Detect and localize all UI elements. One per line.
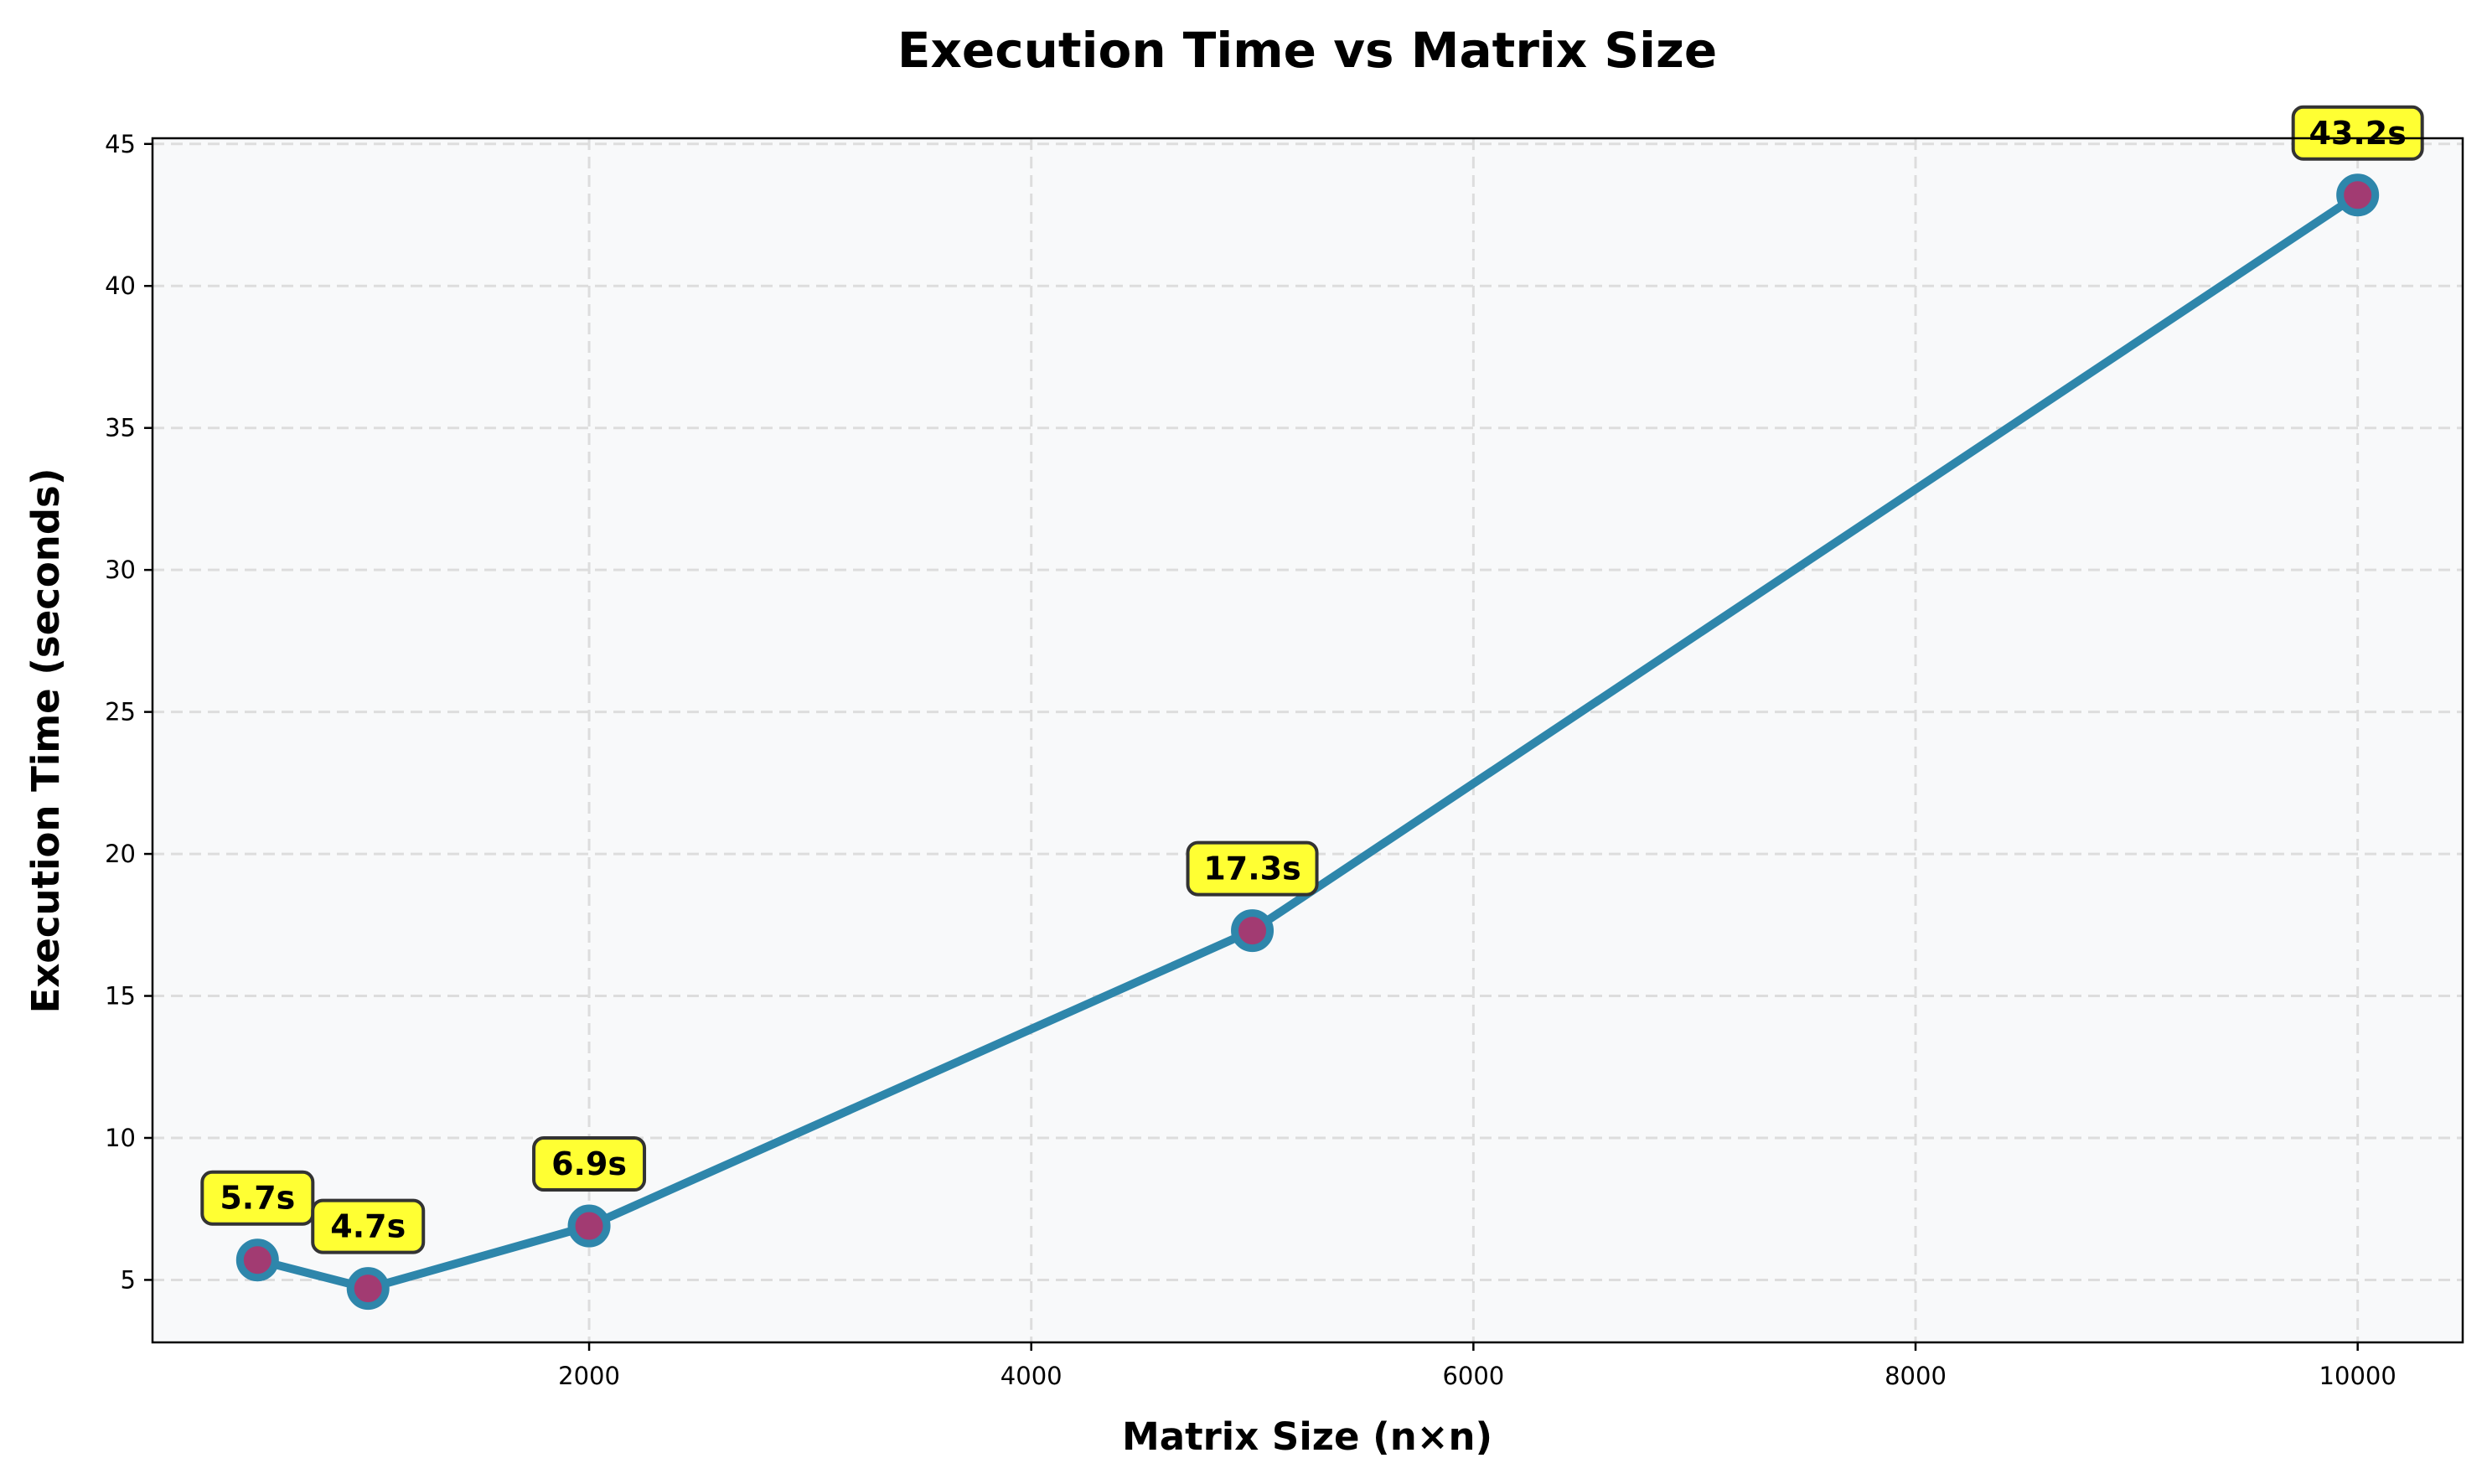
data-label: 5.7s	[200, 1170, 315, 1226]
data-label-text: 4.7s	[330, 1208, 406, 1245]
x-tick-label: 8000	[1885, 1362, 1947, 1390]
data-point	[235, 1238, 279, 1282]
data-label-text: 6.9s	[551, 1145, 627, 1182]
data-points	[235, 173, 2380, 1311]
data-point	[2336, 173, 2380, 217]
plot-frame	[151, 137, 2464, 1344]
data-point	[346, 1267, 390, 1311]
x-tick-label: 6000	[1442, 1362, 1504, 1390]
x-axis-title: Matrix Size (n×n)	[1122, 1414, 1492, 1459]
x-tick-label: 4000	[1000, 1362, 1063, 1390]
x-tick-label: 2000	[558, 1362, 620, 1390]
x-tick-label: 10000	[2319, 1362, 2397, 1390]
data-label-text: 5.7s	[220, 1180, 295, 1217]
y-tick-label: 20	[105, 840, 136, 868]
y-tick-label: 45	[105, 130, 136, 158]
data-label: 4.7s	[311, 1198, 426, 1254]
axes: 2000 4000 6000 8000 10000 5 10 15 20 25 30 35 40 45	[105, 130, 2397, 1390]
y-tick-label: 40	[105, 271, 136, 300]
data-labels: 5.7s 4.7s 6.9s 17.3s 43.2s	[200, 105, 2424, 1254]
data-label-box	[311, 1198, 426, 1254]
data-label: 6.9s	[532, 1136, 647, 1192]
y-tick-label: 15	[105, 982, 136, 1011]
data-label-box	[2291, 105, 2424, 161]
data-label-box	[1186, 840, 1319, 897]
data-label: 43.2s	[2291, 105, 2424, 161]
data-point	[1231, 909, 1275, 953]
y-tick-label: 30	[105, 556, 136, 584]
chart-title: Execution Time vs Matrix Size	[897, 22, 1717, 79]
y-tick-label: 5	[121, 1265, 136, 1294]
y-tick-label: 10	[105, 1124, 136, 1152]
y-tick-label: 35	[105, 414, 136, 442]
data-label-box	[532, 1136, 647, 1192]
data-label-text: 17.3s	[1203, 851, 1300, 887]
data-label: 17.3s	[1186, 840, 1319, 897]
data-label-text: 43.2s	[2309, 115, 2406, 152]
plot-area	[153, 138, 2463, 1342]
y-tick-label: 25	[105, 698, 136, 726]
data-point	[567, 1204, 611, 1248]
data-label-box	[200, 1170, 315, 1226]
y-axis-title: Execution Time (seconds)	[23, 468, 68, 1014]
